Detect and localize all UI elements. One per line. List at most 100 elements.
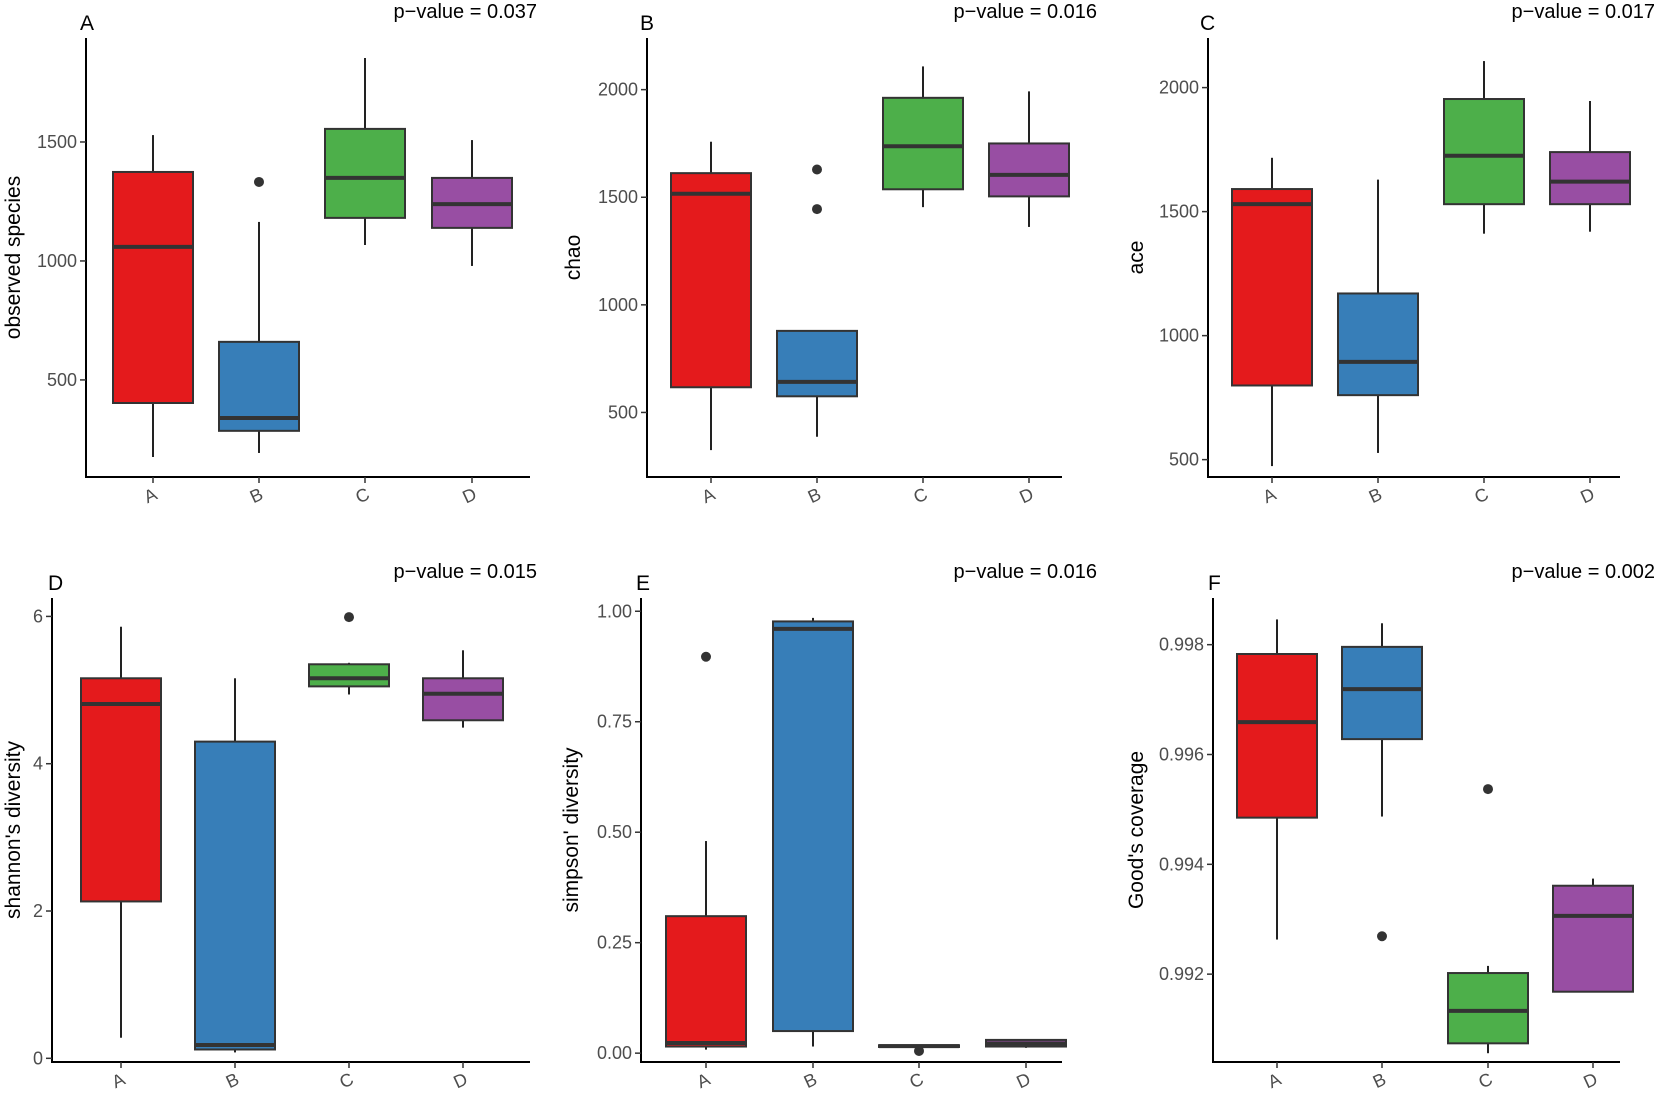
x-tick-label: D <box>1013 1069 1033 1093</box>
box-C <box>878 1044 960 1056</box>
outlier-point <box>1483 784 1493 795</box>
box-iqr <box>988 142 1070 198</box>
x-tick-label: A <box>141 484 160 507</box>
box-D <box>431 140 513 266</box>
y-tick-label: 0.992 <box>1159 964 1204 984</box>
box-A <box>665 651 747 1050</box>
y-tick-label: 500 <box>47 370 77 390</box>
box-iqr <box>665 915 747 1048</box>
box-iqr <box>194 740 276 1051</box>
box-iqr <box>80 677 162 903</box>
y-tick-label: 1500 <box>1159 202 1199 222</box>
x-tick-label: A <box>1260 484 1279 507</box>
box-iqr <box>772 620 854 1033</box>
y-tick-label: 0.00 <box>597 1043 632 1063</box>
y-tick-label: 0.994 <box>1159 854 1204 874</box>
x-tick-label: C <box>910 484 930 508</box>
box-C <box>324 57 406 246</box>
y-tick-label: 0 <box>33 1048 43 1068</box>
box-iqr <box>1447 972 1529 1045</box>
box-iqr <box>1236 653 1318 819</box>
x-tick-label: C <box>906 1069 926 1093</box>
y-tick-label: 1000 <box>598 295 638 315</box>
box-iqr <box>1443 98 1525 206</box>
y-tick-label: 500 <box>1169 450 1199 470</box>
box-A <box>670 141 752 451</box>
panel-tag: E <box>636 572 650 595</box>
box-D <box>1552 878 1634 993</box>
x-tick-label: D <box>450 1069 470 1093</box>
box-iqr <box>1231 188 1313 387</box>
box-iqr <box>776 329 858 398</box>
y-tick-label: 1.00 <box>597 601 632 621</box>
box-B <box>772 617 854 1047</box>
panel-tag: A <box>80 12 94 35</box>
panel-tag: D <box>48 572 63 595</box>
box-iqr <box>324 127 406 219</box>
box-iqr <box>882 96 964 191</box>
box-iqr <box>670 172 752 389</box>
x-tick-label: B <box>1370 1069 1389 1092</box>
x-tick-label: B <box>805 484 824 507</box>
box-iqr <box>1549 151 1631 206</box>
x-tick-label: C <box>1475 1069 1495 1093</box>
y-tick-label: 2 <box>33 901 43 921</box>
panel-tag: B <box>640 12 654 35</box>
y-tick-label: 2000 <box>1159 78 1199 98</box>
y-tick-label: 500 <box>608 402 638 422</box>
outlier-point <box>254 176 264 187</box>
y-axis-title: observed species <box>2 176 25 339</box>
box-iqr <box>1552 884 1634 993</box>
outlier-point <box>344 612 354 623</box>
y-tick-label: 0.75 <box>597 712 632 732</box>
x-tick-label: A <box>694 1069 713 1092</box>
box-iqr <box>308 663 390 688</box>
box-iqr <box>1337 292 1419 397</box>
outlier-point <box>914 1045 924 1056</box>
box-B <box>1337 179 1419 453</box>
outlier-point <box>812 204 822 215</box>
x-tick-label: B <box>801 1069 820 1092</box>
y-tick-label: 1500 <box>37 132 77 152</box>
p-value-label: p−value = 0.015 <box>394 561 537 583</box>
box-B <box>218 176 300 453</box>
box-D <box>422 650 504 728</box>
outlier-point <box>1377 931 1387 942</box>
y-tick-label: 1000 <box>37 251 77 271</box>
x-tick-label: B <box>223 1069 242 1092</box>
x-tick-label: D <box>459 484 479 508</box>
box-A <box>1236 619 1318 940</box>
p-value-label: p−value = 0.016 <box>954 1 1097 23</box>
box-A <box>1231 157 1313 467</box>
box-C <box>1443 61 1525 234</box>
box-iqr <box>112 170 194 405</box>
box-D <box>1549 100 1631 232</box>
y-tick-label: 4 <box>33 754 43 774</box>
p-value-label: p−value = 0.017 <box>1512 1 1655 23</box>
box-iqr <box>422 677 504 722</box>
box-A <box>112 135 194 458</box>
x-tick-label: D <box>1577 484 1597 508</box>
y-tick-label: 0.50 <box>597 822 632 842</box>
x-tick-label: B <box>1366 484 1385 507</box>
p-value-label: p−value = 0.016 <box>954 561 1097 583</box>
x-tick-label: C <box>352 484 372 508</box>
x-tick-label: D <box>1016 484 1036 508</box>
y-axis-title: simpson' diversity <box>560 747 583 913</box>
y-axis-title: ace <box>1125 241 1148 275</box>
x-tick-label: A <box>1265 1069 1284 1092</box>
y-axis-title: chao <box>562 235 585 281</box>
x-tick-label: D <box>1580 1069 1600 1093</box>
x-tick-label: C <box>336 1069 356 1093</box>
p-value-label: p−value = 0.002 <box>1512 561 1655 583</box>
y-tick-label: 0.25 <box>597 933 632 953</box>
box-D <box>988 91 1070 227</box>
y-tick-label: 6 <box>33 606 43 626</box>
x-tick-label: B <box>247 484 266 507</box>
